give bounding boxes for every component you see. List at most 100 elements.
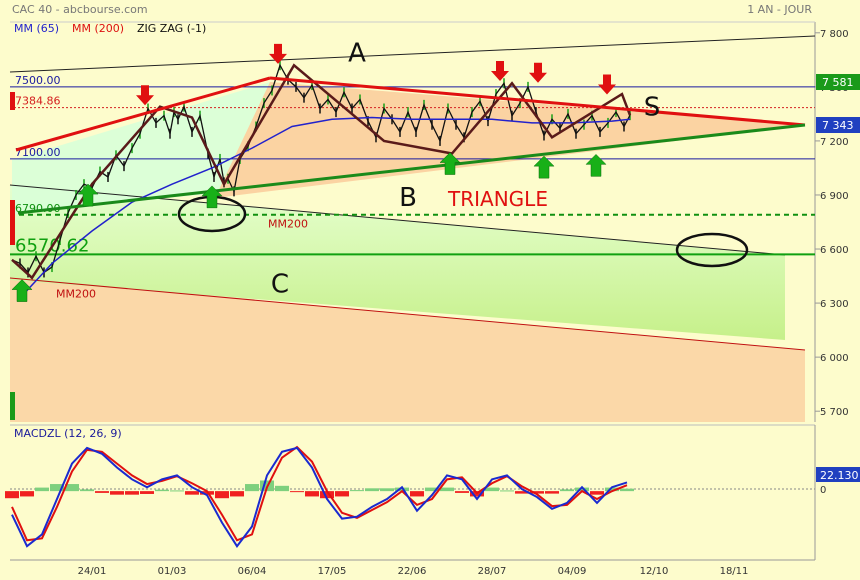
last-price-badge: [816, 117, 860, 133]
triangle-upper-left-line: [15, 76, 271, 152]
y-tick-label: 7 200: [820, 137, 849, 148]
triangle-resistance-line: [269, 76, 806, 127]
period-label: 1 AN - JOUR: [747, 3, 812, 16]
macd-hist-bar: [500, 490, 514, 492]
chart-annotations: A S B TRIANGLE C MM200 MM200: [56, 39, 660, 301]
macd-hist-bar: [125, 491, 139, 495]
macd-hist-bar: [275, 485, 289, 492]
macd-hist-bar: [50, 484, 64, 492]
sell-arrow-1: [269, 43, 287, 64]
macd-hist-bar: [410, 491, 424, 497]
macd-hist-bar: [350, 490, 364, 492]
buy-arrow-0: [77, 183, 99, 207]
x-tick-label: 22/06: [398, 566, 427, 577]
macd-hist-bar: [575, 487, 589, 492]
x-tick-label: 18/11: [720, 566, 749, 577]
macd-signal-line: [11, 445, 628, 542]
sell-arrow-2: [491, 60, 509, 81]
legend-mm200: MM (200): [72, 22, 124, 35]
macd-hist-bar: [335, 491, 349, 497]
macd-hist-bar: [515, 491, 529, 494]
macd-last-badge-text: 22.130: [820, 469, 859, 482]
legend-zigzag: ZIG ZAG (-1): [137, 22, 206, 35]
circle-right: [675, 232, 749, 268]
annotation-triangle-3: TRIANGLE: [447, 187, 548, 211]
upper-band-badge-text: 7 581: [822, 76, 854, 89]
x-tick-label: 06/04: [238, 566, 267, 577]
zigzag-line: [11, 63, 632, 280]
triangle-fill: [215, 82, 805, 198]
x-tick-label: 24/01: [78, 566, 107, 577]
macd-hist-bar: [560, 489, 574, 492]
chart-title: CAC 40 - abcbourse.com: [12, 3, 148, 16]
x-tick-label: 28/07: [478, 566, 507, 577]
macd-zero-label: 0: [820, 485, 826, 496]
signal-arrows: [11, 43, 616, 302]
lower-long-trendline: [9, 277, 806, 351]
sell-arrow-3: [529, 62, 547, 83]
left-marker-green: [10, 392, 15, 420]
macd-hist-bar: [5, 491, 19, 499]
green-zone-fill: [10, 185, 785, 340]
level-label-1: 7384.86: [15, 95, 61, 108]
macd-hist-bar: [605, 487, 619, 492]
y-tick-label: 6 000: [820, 353, 849, 364]
macd-hist-bar: [80, 489, 94, 492]
annotation-mm200-6: MM200: [56, 288, 96, 301]
triangle-support-line: [17, 123, 806, 215]
x-tick-label: 04/09: [558, 566, 587, 577]
annotation-a-0: A: [348, 39, 366, 69]
buy-arrow-3: [533, 155, 555, 179]
legend-mm65: MM (65): [14, 22, 59, 35]
price-line: [11, 63, 631, 274]
macd-hist-bar: [395, 487, 409, 492]
level-label-0: 7500.00: [15, 74, 61, 87]
macd-hist-bar: [155, 489, 169, 492]
upper-long-trendline: [9, 35, 816, 73]
macd-hist-bar: [20, 491, 34, 497]
macd-hist-bar: [440, 487, 454, 492]
macd-hist-bar: [365, 488, 379, 492]
y-tick-label: 6 300: [820, 299, 849, 310]
macd-hist-bar: [170, 490, 184, 492]
left-marker-red-2: [10, 200, 15, 245]
x-tick-label: 01/03: [158, 566, 187, 577]
y-tick-label: 6 600: [820, 245, 849, 256]
x-axis: 24/01 01/03 06/04 17/05 22/06 28/07 04/09 12/10…: [78, 566, 749, 577]
macd-hist-bar: [485, 487, 499, 492]
macd-hist-bar: [35, 487, 49, 492]
macd-hist-bar: [185, 491, 199, 495]
uptrend-zone-fill: [12, 82, 270, 215]
annotation-s-1: S: [644, 93, 661, 123]
upper-band-badge: [816, 74, 860, 90]
macd-hist-bar: [230, 491, 244, 497]
macd-title: MACDZL (12, 26, 9): [14, 427, 122, 440]
macd-line: [11, 446, 628, 548]
buy-arrow-5: [11, 279, 33, 302]
price-series-group: [11, 60, 632, 297]
macd-hist-bar: [245, 484, 259, 492]
macd-hist-bar: [140, 491, 154, 494]
buy-arrow-1: [201, 185, 223, 209]
sell-arrow-4: [598, 74, 616, 95]
macd-last-badge: [816, 467, 860, 482]
macd-hist-bar: [425, 487, 439, 492]
macd-hist-bar: [215, 491, 229, 499]
x-tick-label: 17/05: [318, 566, 347, 577]
macd-hist-bar: [545, 491, 559, 494]
y-tick-label: 7 800: [820, 29, 849, 40]
macd-hist-bar: [620, 488, 634, 492]
macd-hist-bar: [95, 491, 109, 493]
annotation-b-2: B: [399, 183, 417, 213]
macd-lines: [11, 445, 628, 548]
macd-hist-bar: [305, 491, 319, 497]
buy-arrow-4: [585, 153, 607, 177]
level-label-2: 7100.00: [15, 146, 61, 159]
macd-hist-bar: [530, 491, 544, 494]
macd-hist-bar: [380, 488, 394, 492]
macd-hist-bar: [590, 491, 604, 495]
last-price-badge-text: 7 343: [822, 119, 854, 132]
